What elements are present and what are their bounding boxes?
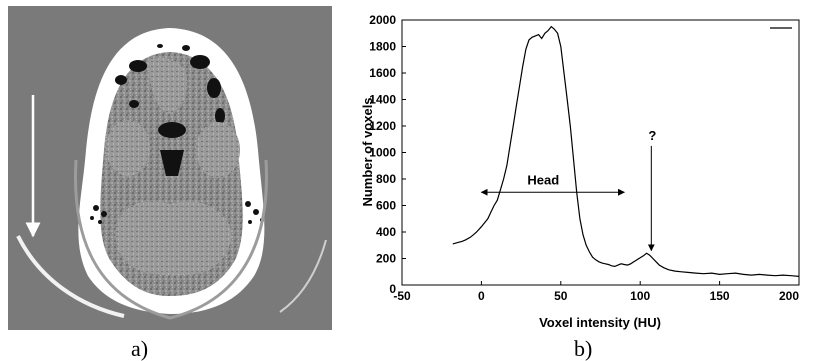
y-tick-label: 0 <box>389 282 396 296</box>
y-tick-label: 200 <box>376 252 396 266</box>
ct-scan-image <box>8 6 332 330</box>
x-tick-label: 0 <box>478 289 485 303</box>
y-tick-label: 1200 <box>369 119 396 133</box>
x-axis-title: Voxel intensity (HU) <box>539 315 661 330</box>
x-tick-label: 100 <box>630 289 650 303</box>
headrest-arc-right <box>279 239 327 313</box>
temporal-lobe-right <box>196 122 240 178</box>
cerebellum <box>115 201 232 276</box>
panel-b-label: b) <box>574 336 592 361</box>
head-annotation: Head <box>527 172 559 187</box>
temporal-lobe-left <box>106 120 150 176</box>
x-tick-label: 50 <box>554 289 568 303</box>
y-axis: 0 200 400 600 800 1000 1200 1400 1600 1800 2000 <box>369 13 406 296</box>
y-axis-title: Number of voxels <box>360 97 375 206</box>
y-tick-label: 1800 <box>369 40 396 54</box>
y-tick-label: 400 <box>376 225 396 239</box>
x-axis: -50 0 50 100 150 200 <box>393 281 800 303</box>
sinus-right <box>190 55 210 69</box>
x-tick-label: -50 <box>393 289 411 303</box>
y-tick-label: 1400 <box>369 93 396 107</box>
headrest-arc-left <box>16 235 125 318</box>
x-tick-label: 200 <box>779 289 799 303</box>
y-tick-label: 1000 <box>369 146 396 160</box>
ventricle <box>158 122 186 138</box>
plot-frame <box>401 19 800 286</box>
sinus-left <box>129 60 147 72</box>
y-tick-label: 600 <box>376 199 396 213</box>
y-tick-label: 1600 <box>369 66 396 80</box>
y-tick-label: 2000 <box>369 13 396 27</box>
y-tick-label: 800 <box>376 172 396 186</box>
x-tick-label: 150 <box>710 289 730 303</box>
series-line <box>452 25 800 277</box>
panel-a-label: a) <box>131 336 148 361</box>
question-annotation: ? <box>648 128 656 143</box>
